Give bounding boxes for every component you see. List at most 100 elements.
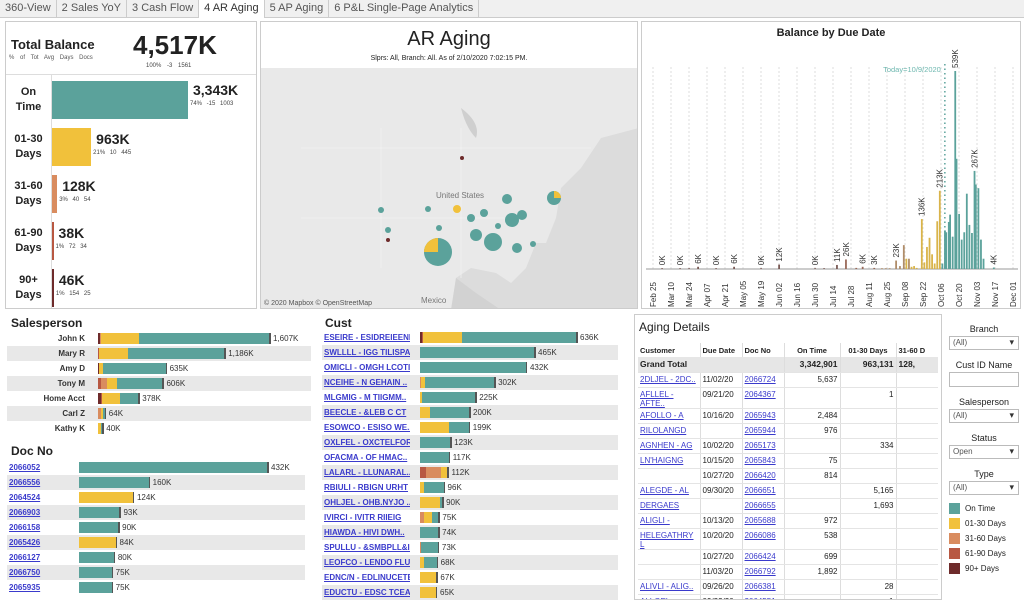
bar-segment-on-time[interactable] — [102, 363, 166, 374]
due-date-bar[interactable] — [941, 263, 944, 269]
cust-row[interactable]: SPULLU - &SMBPLL&I.. 73K — [322, 540, 618, 555]
docno-row[interactable]: 2065426 84K — [7, 535, 305, 550]
due-date-bar[interactable] — [913, 266, 915, 269]
due-date-bar[interactable] — [982, 258, 985, 269]
due-date-bar[interactable] — [992, 267, 995, 269]
salesperson-row[interactable]: Amy D 635K — [7, 361, 311, 376]
bar-segment-31-60[interactable] — [420, 542, 421, 553]
cust-row[interactable]: EDNC/N - EDLINUCETE 67K — [322, 570, 618, 585]
due-date-bar[interactable] — [814, 268, 816, 269]
bar-segment-31-60[interactable] — [426, 467, 441, 478]
cust-row[interactable]: HIAWDA - HIVI DWH.. 74K — [322, 525, 618, 540]
due-date-bar[interactable] — [923, 262, 926, 269]
customer-cell[interactable]: AGNHEN - AG — [638, 438, 701, 454]
customer-cell[interactable]: AFLLEL - AFTE.. — [638, 387, 701, 409]
docno-name[interactable]: 2066052 — [9, 463, 41, 472]
tab-5[interactable]: 5 AP Aging — [265, 0, 330, 18]
docno-row[interactable]: 2066750 75K — [7, 565, 305, 580]
bar-segment-on-time[interactable] — [79, 507, 120, 518]
col-31-60[interactable]: 31-60 D — [898, 345, 926, 355]
bar-segment-on-time[interactable] — [420, 542, 438, 553]
cust-name[interactable]: SWLLLL - IGG TILISPAL — [324, 348, 410, 357]
cust-name[interactable]: ESOWCO - ESISO WE.. — [324, 423, 410, 432]
bar-segment-61-90[interactable] — [98, 348, 99, 359]
bar-segment-on-time[interactable] — [103, 408, 105, 419]
due-date-bar[interactable] — [873, 267, 876, 269]
customer-cell[interactable]: RILOLANGD — [638, 423, 701, 439]
status-filter[interactable]: Open — [949, 445, 1019, 459]
due-date-bar[interactable] — [902, 245, 905, 269]
due-date-bar[interactable] — [915, 267, 918, 269]
cust-name[interactable]: OFACMA - OF HMAC.. — [324, 453, 408, 462]
doc-no-cell[interactable]: 2066724 — [742, 372, 785, 388]
bar-segment-on-time[interactable] — [79, 522, 119, 533]
col-on-time[interactable]: On Time — [784, 343, 841, 357]
due-date-bar[interactable] — [931, 254, 933, 269]
kpi-row[interactable]: 90+ Days 46K 1% 154 25 — [6, 265, 256, 308]
bar-segment-31-60[interactable] — [420, 512, 424, 523]
col-due-date[interactable]: Due Date — [700, 343, 743, 357]
bar-segment-31-60[interactable] — [420, 377, 422, 388]
bar-segment-01-30[interactable] — [98, 423, 101, 434]
bar-segment-01-30[interactable] — [423, 512, 433, 523]
due-date-bar[interactable] — [697, 266, 699, 269]
bar-segment-on-time[interactable] — [100, 423, 103, 434]
customer-cell[interactable]: ALLGEL - — [638, 594, 701, 599]
customer-cell[interactable]: LN'HAIGNG — [638, 453, 701, 469]
kpi-bar[interactable] — [52, 128, 92, 166]
salesperson-row[interactable]: Mary R 1,186K — [7, 346, 311, 361]
bar-segment-on-time[interactable] — [425, 377, 495, 388]
bar-segment-90-plus[interactable] — [98, 393, 101, 404]
due-date-bar[interactable] — [968, 224, 971, 269]
bar-segment-31-60[interactable] — [98, 348, 100, 359]
docno-name[interactable]: 2066556 — [9, 478, 41, 487]
due-date-bar[interactable] — [974, 184, 977, 269]
docno-row[interactable]: 2066158 90K — [7, 520, 305, 535]
cust-row[interactable]: NCEIHE - N GEHAIN .. 302K — [322, 375, 618, 390]
bar-segment-90-plus[interactable] — [98, 363, 99, 374]
bar-segment-on-time[interactable] — [462, 332, 576, 343]
cust-name[interactable]: OMICLI - OMGH LCOTI — [324, 363, 410, 372]
due-date-bar[interactable] — [951, 236, 954, 269]
bar-segment-01-30[interactable] — [99, 348, 128, 359]
bar-segment-01-30[interactable] — [98, 363, 103, 374]
bar-segment-01-30[interactable] — [420, 407, 430, 418]
bar-segment-on-time[interactable] — [117, 378, 163, 389]
bar-segment-90-plus[interactable] — [420, 332, 422, 343]
cust-row[interactable]: SWLLLL - IGG TILISPAL 465K — [322, 345, 618, 360]
legend-item[interactable]: On Time — [949, 503, 1023, 514]
legend-item[interactable]: 31-60 Days — [949, 533, 1023, 544]
map-attribution[interactable]: © 2020 Mapbox © OpenStreetMap — [264, 300, 372, 307]
kpi-bar[interactable] — [52, 222, 54, 260]
doc-no-cell[interactable]: 2064367 — [742, 387, 785, 409]
cust-name[interactable]: NCEIHE - N GEHAIN .. — [324, 378, 408, 387]
due-date-bar[interactable] — [881, 268, 883, 269]
kpi-bar[interactable] — [52, 175, 58, 213]
bar-segment-on-time[interactable] — [420, 362, 526, 373]
due-date-bar[interactable] — [845, 259, 847, 269]
tab-3[interactable]: 3 Cash Flow — [127, 0, 200, 18]
col-doc-no[interactable]: Doc No — [742, 343, 785, 357]
bar-segment-01-30[interactable] — [420, 587, 436, 598]
bar-segment-on-time[interactable] — [79, 477, 149, 488]
map[interactable]: United States Mexico © 2020 Mapbox © Ope… — [261, 68, 637, 308]
tab-6[interactable]: 6 P&L Single-Page Analytics — [329, 0, 480, 18]
bar-segment-on-time[interactable] — [440, 497, 443, 508]
cust-row[interactable]: LEOFCO - LENDO FLU.. 68K — [322, 555, 618, 570]
doc-no-cell[interactable]: 2066792 — [742, 564, 785, 580]
bar-segment-01-30[interactable] — [420, 572, 437, 583]
cust-row[interactable]: OXLFEL - OXCTELFORI 123K — [322, 435, 618, 450]
due-date-bar[interactable] — [688, 268, 690, 269]
doc-no-cell[interactable]: 2064551 — [742, 594, 785, 599]
cust-row[interactable]: RBIULI - RBIGN URHT 96K — [322, 480, 618, 495]
salesperson-row[interactable]: Home Acct 378K — [7, 391, 311, 406]
cust-row[interactable]: OFACMA - OF HMAC.. 117K — [322, 450, 618, 465]
cust-name[interactable]: SPULLU - &SMBPLL&I.. — [324, 543, 410, 552]
cust-row[interactable]: ESOWCO - ESISO WE.. 199K — [322, 420, 618, 435]
due-date-bar[interactable] — [960, 239, 963, 269]
due-date-bar[interactable] — [945, 232, 948, 269]
due-date-bar[interactable] — [971, 233, 973, 269]
doc-no-cell[interactable]: 2066424 — [742, 549, 785, 565]
branch-filter[interactable]: (All) — [949, 336, 1019, 350]
salesperson-row[interactable]: Tony M 606K — [7, 376, 311, 391]
